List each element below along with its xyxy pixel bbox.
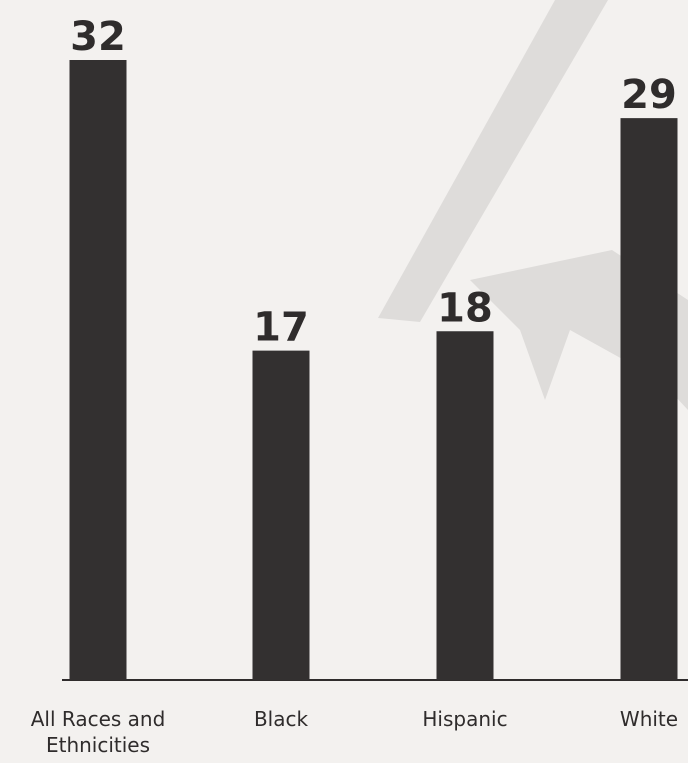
value-label: 29 <box>621 72 677 118</box>
chart-svg: 32 17 18 29 <box>0 0 688 763</box>
value-label: 17 <box>253 305 309 351</box>
bar <box>253 351 310 680</box>
x-tick-label: Hispanic <box>375 706 555 732</box>
chart: 32 17 18 29 All Races and Ethnicities BlackH… <box>0 0 688 763</box>
bar <box>70 60 127 680</box>
bar <box>437 331 494 680</box>
x-tick-label: White <box>610 706 688 732</box>
value-label: 18 <box>437 285 493 331</box>
x-tick-label: Black <box>191 706 371 732</box>
x-tick-label: All Races and Ethnicities <box>18 706 178 758</box>
value-label: 32 <box>70 14 126 60</box>
bar <box>621 118 678 680</box>
